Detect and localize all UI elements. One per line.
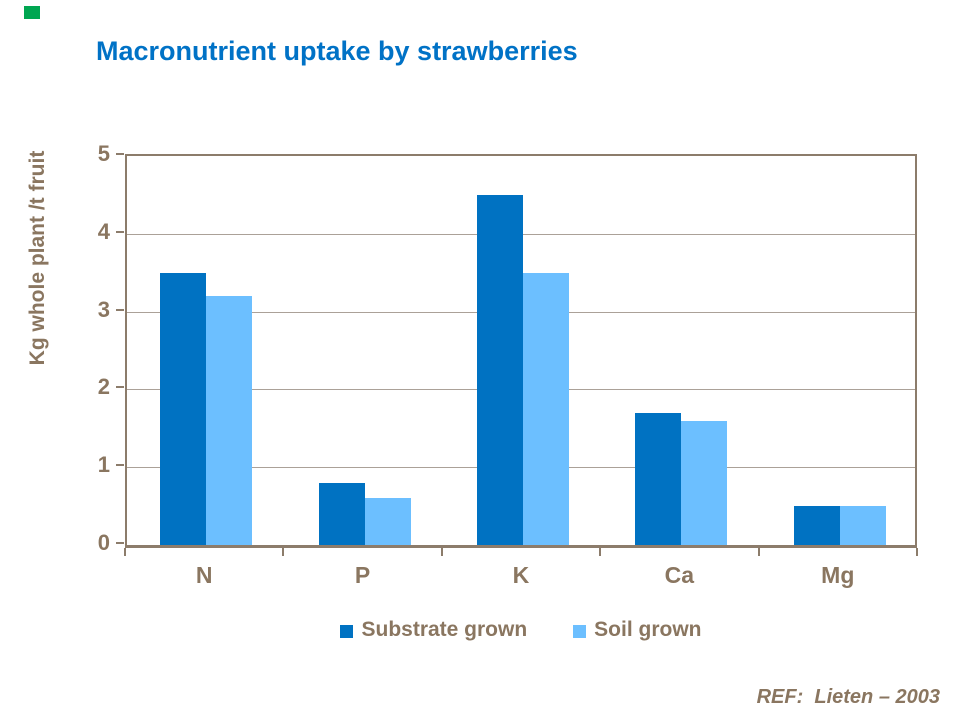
- bar-substrate-grown-Ca: [635, 412, 682, 545]
- y-tick-label-4: 4: [97, 218, 110, 244]
- y-tick-label-2: 2: [97, 374, 110, 400]
- bar-substrate-grown-N: [160, 272, 207, 545]
- bar-substrate-grown-P: [318, 482, 365, 545]
- legend: Substrate grown Soil grown: [125, 618, 917, 642]
- chart-title: Macronutrient uptake by strawberries: [96, 36, 578, 66]
- legend-item-substrate-grown: Substrate grown: [340, 618, 527, 642]
- bar-substrate-grown-Mg: [793, 506, 840, 545]
- x-tick-mark-4: [757, 548, 760, 556]
- y-tick-label-0: 0: [97, 530, 110, 555]
- bar-group-Mg: [761, 156, 919, 545]
- legend-item-soil-grown: Soil grown: [573, 618, 702, 642]
- bar-group-P: [285, 156, 443, 545]
- x-tick-mark-5: [916, 548, 918, 556]
- x-label-Mg: Mg: [821, 562, 855, 588]
- x-tick-mark-3: [599, 548, 602, 556]
- bar-substrate-grown-K: [476, 194, 523, 545]
- x-label-Ca: Ca: [664, 562, 695, 588]
- y-tick-mark-1: [116, 464, 124, 467]
- plot-area: [125, 154, 917, 548]
- bar-group-N: [127, 156, 285, 545]
- bar-soil-grown-Ca: [681, 420, 728, 545]
- x-tick-mark-2: [440, 548, 443, 556]
- bar-soil-grown-K: [522, 272, 569, 545]
- reference-text: REF: Lieten – 2003: [756, 686, 940, 708]
- bar-soil-grown-N: [206, 296, 253, 545]
- y-tick-mark-4: [116, 230, 124, 233]
- x-label-N: N: [195, 562, 213, 588]
- bar-group-K: [444, 156, 602, 545]
- y-tick-label-5: 5: [97, 141, 110, 166]
- y-tick-label-1: 1: [97, 452, 110, 478]
- y-tick-mark-0: [116, 542, 124, 544]
- x-label-P: P: [354, 562, 371, 588]
- bar-soil-grown-Mg: [839, 506, 886, 545]
- x-label-K: K: [512, 562, 530, 588]
- x-tick-mark-0: [124, 548, 126, 556]
- green-square-decoration: [24, 6, 40, 19]
- y-tick-label-3: 3: [97, 296, 110, 322]
- bar-group-Ca: [602, 156, 760, 545]
- legend-label: Substrate grown: [361, 618, 528, 641]
- legend-label: Soil grown: [594, 618, 702, 641]
- x-tick-mark-1: [282, 548, 285, 556]
- y-tick-mark-2: [116, 386, 124, 389]
- legend-swatch-substrate-grown: [340, 624, 354, 638]
- y-tick-mark-5: [116, 153, 124, 155]
- y-tick-mark-3: [116, 308, 124, 311]
- bar-soil-grown-P: [364, 498, 411, 545]
- legend-swatch-soil-grown: [573, 624, 587, 638]
- y-axis-title: Kg whole plant /t fruit: [26, 150, 49, 366]
